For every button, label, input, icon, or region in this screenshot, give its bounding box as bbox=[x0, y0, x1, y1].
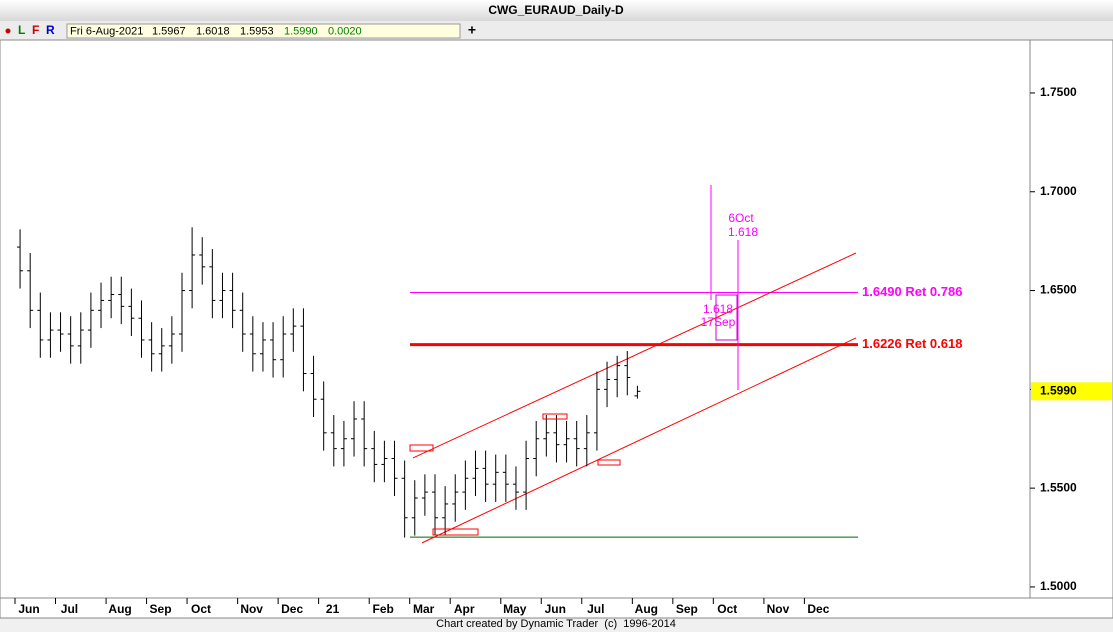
x-tick-label: Nov bbox=[767, 602, 790, 616]
x-tick-label: 21 bbox=[326, 602, 340, 616]
x-tick-label: Jun bbox=[545, 602, 566, 616]
y-tick-label: 1.5000 bbox=[1040, 579, 1077, 593]
pivot-boxes bbox=[409, 413, 621, 536]
plot-area bbox=[0, 39, 1031, 599]
pivot-box bbox=[542, 413, 568, 420]
toolbar-button[interactable]: R bbox=[46, 23, 55, 37]
x-tick-label: Jul bbox=[587, 602, 604, 616]
x-tick-label: Apr bbox=[454, 602, 475, 616]
y-tick-label: 1.5500 bbox=[1040, 480, 1077, 494]
info-open: 1.5967 bbox=[152, 25, 186, 37]
price-tag-label: 1.5990 bbox=[1040, 383, 1077, 397]
pivot-box bbox=[432, 528, 479, 536]
y-axis-area bbox=[1029, 39, 1113, 599]
x-tick-label: Dec bbox=[807, 602, 829, 616]
level-label: 1.6490 Ret 0.786 bbox=[862, 284, 962, 299]
toolbar-button[interactable]: L bbox=[18, 23, 25, 37]
x-tick-label: Jun bbox=[18, 602, 39, 616]
title-bar bbox=[0, 0, 1113, 21]
y-tick-label: 1.7000 bbox=[1040, 184, 1077, 198]
channel-line bbox=[412, 252, 857, 459]
footer: Chart created by Dynamic Trader (c) 1996… bbox=[436, 618, 676, 630]
plot: 1.50001.55001.60001.65001.70001.7500JunJ… bbox=[14, 85, 1112, 616]
info-high: 1.6018 bbox=[196, 25, 230, 37]
pivot-box bbox=[597, 459, 621, 466]
info-change: 0.0020 bbox=[328, 25, 362, 37]
info-box bbox=[66, 23, 461, 39]
time-ratio: 1.618 bbox=[728, 225, 758, 239]
x-tick-label: Oct bbox=[717, 602, 737, 616]
time-box bbox=[715, 294, 738, 341]
toolbar-button[interactable]: F bbox=[32, 23, 39, 37]
x-tick-label: Sep bbox=[150, 602, 172, 616]
y-tick-label: 1.6500 bbox=[1040, 283, 1077, 297]
level-label: 1.6226 Ret 0.618 bbox=[862, 336, 962, 351]
time-ratio: 1.618 bbox=[703, 302, 733, 316]
time-date: 6Oct bbox=[728, 211, 754, 225]
channel-line bbox=[421, 337, 857, 544]
x-tick-label: Oct bbox=[191, 602, 211, 616]
time-targets bbox=[710, 185, 739, 390]
x-tick-label: Mar bbox=[413, 602, 435, 616]
x-tick-label: Dec bbox=[281, 602, 303, 616]
price-tag bbox=[1031, 382, 1112, 401]
x-tick-label: Sep bbox=[676, 602, 698, 616]
info-close: 1.5990 bbox=[284, 25, 318, 37]
y-tick-label: 1.7500 bbox=[1040, 85, 1077, 99]
pivot-box bbox=[409, 444, 434, 452]
x-tick-label: Aug bbox=[108, 602, 131, 616]
add-button[interactable]: + bbox=[468, 22, 476, 38]
status-dot bbox=[5, 28, 11, 34]
info-date: Fri 6-Aug-2021 bbox=[70, 25, 143, 37]
x-tick-label: Aug bbox=[635, 602, 658, 616]
x-tick-label: Nov bbox=[240, 602, 263, 616]
x-tick-label: Feb bbox=[373, 602, 394, 616]
time-date: 17Sep bbox=[701, 315, 736, 329]
info-low: 1.5953 bbox=[240, 25, 274, 37]
x-tick-label: Jul bbox=[61, 602, 78, 616]
x-tick-label: May bbox=[503, 602, 527, 616]
chart-title: CWG_EURAUD_Daily-D bbox=[488, 3, 624, 17]
